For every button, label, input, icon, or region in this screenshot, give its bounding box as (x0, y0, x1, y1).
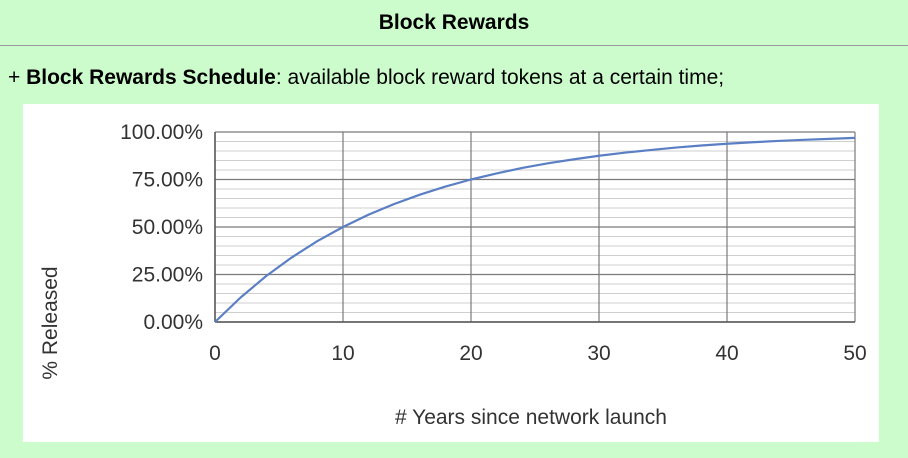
x-tick-label: 10 (331, 342, 354, 365)
x-tick-label: 40 (715, 342, 738, 365)
y-tick-labels: 0.00% 25.00% 50.00% 75.00% 100.00% (120, 121, 203, 334)
y-tick-label: 75.00% (132, 169, 203, 192)
page-title: Block Rewards (0, 0, 908, 45)
intro-prefix: + (8, 66, 27, 89)
y-tick-label: 0.00% (143, 311, 203, 334)
y-tick-label: 100.00% (120, 121, 203, 144)
x-tick-label: 20 (459, 342, 482, 365)
x-tick-label: 0 (209, 342, 221, 365)
intro-rest: : available block reward tokens at a cer… (275, 66, 725, 89)
chart-svg: 0.00% 25.00% 50.00% 75.00% 100.00% 0 10 20 30 40… (120, 121, 867, 365)
series-layer (214, 136, 856, 323)
x-axis-label: # Years since network launch (394, 406, 667, 429)
title-divider (0, 45, 908, 46)
x-tick-labels: 0 10 20 30 40 50 (209, 342, 867, 365)
chart-panel: 0.00% 25.00% 50.00% 75.00% 100.00% 0 10 20 30 40… (23, 104, 879, 442)
y-axis-label-wrap: % Released (31, 228, 71, 418)
y-axis-label: % Released (39, 266, 62, 380)
intro-text: + Block Rewards Schedule: available bloc… (8, 66, 724, 90)
x-tick-label: 50 (843, 342, 866, 365)
axes (214, 132, 855, 323)
y-tick-label: 50.00% (132, 216, 203, 239)
intro-bold: Block Rewards Schedule (26, 66, 276, 89)
minor-grid (215, 141, 855, 313)
page-title-text: Block Rewards (378, 10, 530, 34)
series-line (214, 136, 856, 323)
x-tick-label: 30 (587, 342, 610, 365)
y-tick-label: 25.00% (132, 264, 203, 287)
